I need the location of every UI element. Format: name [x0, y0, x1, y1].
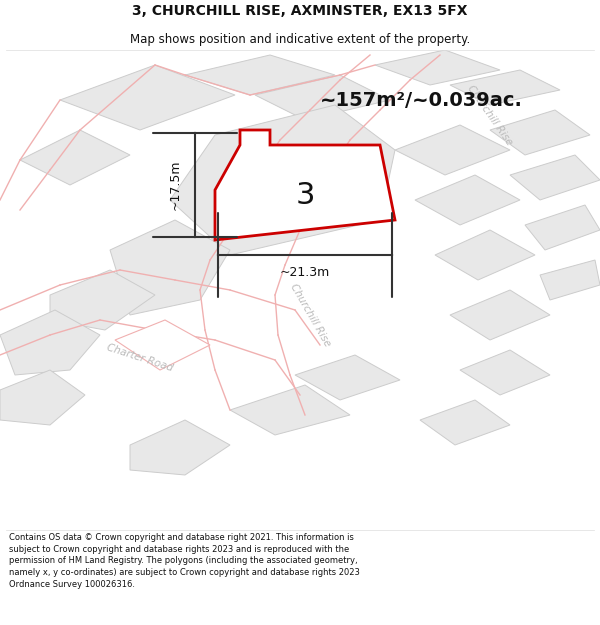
Text: Map shows position and indicative extent of the property.: Map shows position and indicative extent…	[130, 32, 470, 46]
Polygon shape	[460, 350, 550, 395]
Polygon shape	[435, 230, 535, 280]
Polygon shape	[450, 290, 550, 340]
Polygon shape	[255, 75, 390, 120]
Polygon shape	[525, 205, 600, 250]
Text: ~157m²/~0.039ac.: ~157m²/~0.039ac.	[320, 91, 523, 109]
Polygon shape	[215, 130, 395, 240]
Text: Churchill Rise: Churchill Rise	[466, 83, 514, 147]
Polygon shape	[490, 110, 590, 155]
Polygon shape	[60, 65, 235, 130]
Polygon shape	[185, 55, 335, 95]
Text: Churchill Rise: Churchill Rise	[288, 282, 332, 348]
Text: 3: 3	[295, 181, 315, 209]
Polygon shape	[130, 420, 230, 475]
Text: ~17.5m: ~17.5m	[169, 160, 182, 210]
Polygon shape	[0, 310, 100, 375]
Polygon shape	[420, 400, 510, 445]
Polygon shape	[510, 155, 600, 200]
Text: 3, CHURCHILL RISE, AXMINSTER, EX13 5FX: 3, CHURCHILL RISE, AXMINSTER, EX13 5FX	[132, 4, 468, 18]
Polygon shape	[230, 385, 350, 435]
Polygon shape	[0, 370, 85, 425]
Polygon shape	[375, 50, 500, 85]
Polygon shape	[115, 320, 210, 370]
Polygon shape	[540, 260, 600, 300]
Polygon shape	[20, 130, 130, 185]
Text: Charter Road: Charter Road	[106, 342, 175, 373]
Polygon shape	[110, 220, 230, 315]
Polygon shape	[415, 175, 520, 225]
Polygon shape	[450, 70, 560, 105]
Text: ~21.3m: ~21.3m	[280, 266, 330, 279]
Polygon shape	[395, 125, 510, 175]
Text: Contains OS data © Crown copyright and database right 2021. This information is
: Contains OS data © Crown copyright and d…	[9, 533, 360, 589]
Polygon shape	[170, 105, 395, 255]
Polygon shape	[50, 270, 155, 330]
Polygon shape	[295, 355, 400, 400]
